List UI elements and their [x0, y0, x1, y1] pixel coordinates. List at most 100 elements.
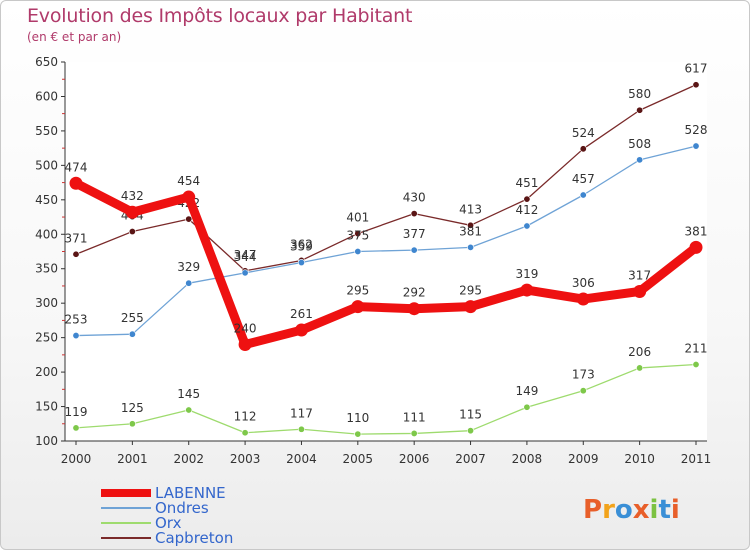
data-point — [467, 243, 475, 251]
data-label: 110 — [346, 411, 369, 425]
data-label: 375 — [346, 229, 369, 243]
data-label: 508 — [628, 137, 651, 151]
data-label: 206 — [628, 345, 651, 359]
data-point — [579, 387, 587, 395]
data-point — [128, 420, 136, 428]
data-label: 430 — [403, 191, 426, 205]
data-label: 401 — [346, 211, 369, 225]
data-label: 253 — [65, 313, 88, 327]
data-label: 261 — [290, 307, 313, 321]
data-point — [354, 430, 362, 438]
data-point — [238, 338, 252, 352]
legend-label-labenne: LABENNE — [155, 484, 226, 502]
data-label: 362 — [290, 237, 313, 251]
legend-label-ondres: Ondres — [155, 499, 209, 517]
data-label: 454 — [177, 174, 200, 188]
data-label: 112 — [234, 410, 257, 424]
data-point — [576, 292, 590, 306]
data-label: 451 — [515, 176, 538, 190]
data-point — [579, 145, 587, 153]
data-label: 474 — [65, 160, 88, 174]
y-tick-label: 650 — [35, 55, 58, 69]
data-label: 413 — [459, 202, 482, 216]
data-point — [241, 269, 249, 277]
data-label: 111 — [403, 410, 426, 424]
data-label: 149 — [515, 384, 538, 398]
data-label: 617 — [685, 62, 708, 76]
data-label: 292 — [403, 286, 426, 300]
data-point — [354, 248, 362, 256]
data-point — [523, 195, 531, 203]
data-point — [354, 230, 362, 238]
data-label: 306 — [572, 276, 595, 290]
data-point — [410, 246, 418, 254]
x-tick-label: 2001 — [117, 452, 148, 466]
plot-area — [65, 62, 707, 441]
data-label: 528 — [685, 123, 708, 137]
data-point — [636, 364, 644, 372]
data-point — [185, 279, 193, 287]
data-point — [407, 302, 421, 316]
data-label: 344 — [234, 250, 257, 264]
data-point — [692, 361, 700, 369]
y-tick-label: 500 — [35, 158, 58, 172]
data-point — [72, 424, 80, 432]
data-point — [128, 330, 136, 338]
data-point — [689, 240, 703, 254]
x-tick-label: 2011 — [681, 452, 712, 466]
data-point — [125, 205, 139, 219]
data-point — [692, 81, 700, 89]
x-tick-label: 2008 — [512, 452, 543, 466]
data-point — [636, 106, 644, 114]
y-tick-label: 600 — [35, 89, 58, 103]
x-tick-label: 2004 — [286, 452, 317, 466]
data-label: 145 — [177, 387, 200, 401]
data-point — [185, 406, 193, 414]
y-tick-label: 350 — [35, 262, 58, 276]
series-line-labenne — [73, 179, 699, 350]
data-point — [523, 403, 531, 411]
data-point — [692, 142, 700, 150]
y-tick-label: 250 — [35, 331, 58, 345]
data-point — [467, 221, 475, 229]
data-point — [185, 215, 193, 223]
data-point — [633, 284, 647, 298]
x-tick-label: 2009 — [568, 452, 599, 466]
chart-subtitle: (en € et par an) — [27, 30, 122, 44]
data-point — [297, 425, 305, 433]
data-point — [520, 283, 534, 297]
x-tick-label: 2005 — [343, 452, 374, 466]
data-point — [297, 259, 305, 267]
y-tick-label: 300 — [35, 296, 58, 310]
series-line-orx — [75, 363, 697, 435]
y-tick-label: 200 — [35, 365, 58, 379]
data-point — [410, 210, 418, 218]
data-point — [523, 222, 531, 230]
data-label: 295 — [459, 284, 482, 298]
data-label: 412 — [515, 203, 538, 217]
data-label: 432 — [121, 189, 144, 203]
x-tick-label: 2010 — [624, 452, 655, 466]
legend-label-capbreton: Capbreton — [155, 529, 233, 547]
data-point — [636, 156, 644, 164]
data-point — [241, 429, 249, 437]
data-label: 347 — [234, 248, 257, 262]
data-label: 359 — [290, 240, 313, 254]
chart-title: Evolution des Impôts locaux par Habitant — [27, 5, 413, 27]
data-point — [294, 323, 308, 337]
data-label: 371 — [65, 231, 88, 245]
x-tick-label: 2006 — [399, 452, 430, 466]
data-point — [182, 190, 196, 204]
y-tick-label: 450 — [35, 193, 58, 207]
y-tick-label: 400 — [35, 227, 58, 241]
series-line-ondres — [75, 145, 697, 337]
data-label: 125 — [121, 401, 144, 415]
data-label: 117 — [290, 406, 313, 420]
x-tick-label: 2007 — [455, 452, 486, 466]
data-point — [410, 429, 418, 437]
data-label: 173 — [572, 368, 595, 382]
data-label: 317 — [628, 268, 651, 282]
series-line-capbreton — [75, 84, 697, 272]
